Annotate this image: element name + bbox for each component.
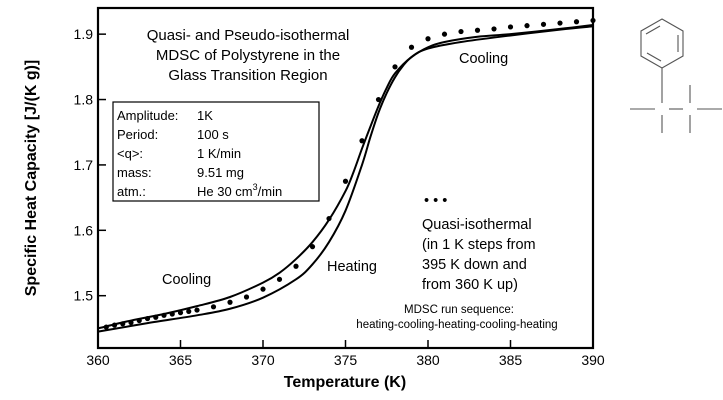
param-atm-suffix: /min <box>258 184 283 199</box>
quasi-isothermal-point <box>425 36 431 42</box>
ring-double-bond-1 <box>645 25 661 35</box>
y-axis-title: Specific Heat Capacity [J/(K g)] <box>23 60 40 297</box>
y-axis-ticks: 1.5 1.6 1.7 1.8 1.9 <box>74 26 106 304</box>
y-tick-label: 1.5 <box>74 288 94 304</box>
y-tick-label: 1.7 <box>74 157 94 173</box>
quasi-isothermal-point <box>408 44 415 50</box>
chart-title-line-1: Quasi- and Pseudo-isothermal <box>147 27 350 44</box>
benzene-ring-icon <box>640 18 684 69</box>
x-tick-label: 380 <box>416 352 440 368</box>
quasi-isothermal-point <box>186 308 192 314</box>
y-tick-label: 1.9 <box>74 26 94 42</box>
quasi-isothermal-point <box>210 304 217 310</box>
quasi-isothermal-point <box>161 312 167 318</box>
quasi-isothermal-point <box>276 276 283 282</box>
quasi-isothermal-point <box>169 311 175 317</box>
polystyrene-structure-icon <box>630 18 722 133</box>
param-label-rate: <q>: <box>117 146 143 161</box>
chart-title-line-2: MDSC of Polystyrene in the <box>156 47 340 64</box>
param-label-amplitude: Amplitude: <box>117 108 178 123</box>
parameter-box <box>112 101 320 202</box>
param-label-period: Period: <box>117 127 158 142</box>
quasi-isothermal-point <box>540 21 547 27</box>
quasi-isothermal-point <box>375 96 382 103</box>
label-quasi-line-1: Quasi-isothermal <box>422 217 532 233</box>
quasi-isothermal-point <box>153 314 159 320</box>
y-tick-label: 1.8 <box>74 92 94 108</box>
quasi-isothermal-point <box>260 286 266 292</box>
chart-title-line-3: Glass Transition Region <box>168 67 327 84</box>
quasi-isothermal-point <box>590 17 596 24</box>
quasi-isothermal-point <box>392 64 398 70</box>
x-axis-title: Temperature (K) <box>284 374 406 391</box>
quasi-isothermal-point <box>474 27 481 33</box>
param-label-mass: mass: <box>117 165 152 180</box>
x-tick-label: 385 <box>499 352 523 368</box>
quasi-isothermal-point <box>359 138 365 144</box>
x-tick-label: 390 <box>581 352 605 368</box>
label-run-line-2: heating-cooling-heating-cooling-heating <box>356 319 557 331</box>
quasi-isothermal-point <box>309 244 316 250</box>
quasi-isothermal-point <box>342 178 349 184</box>
quasi-isothermal-point <box>128 319 134 326</box>
mdsc-curve-1 <box>97 25 594 330</box>
quasi-isothermal-point <box>177 310 184 316</box>
x-tick-label: 365 <box>169 352 193 368</box>
quasi-isothermal-point <box>507 24 514 30</box>
ring-double-bond-3 <box>646 52 662 62</box>
label-run-line-1: MDSC run sequence: <box>404 304 514 316</box>
param-value-period: 100 s <box>197 127 229 142</box>
label-dots-marker: • • • <box>424 193 447 209</box>
quasi-isothermal-point <box>136 317 142 324</box>
quasi-isothermal-point <box>103 324 109 330</box>
series-layer <box>97 17 596 333</box>
param-value-amplitude: 1K <box>197 108 213 123</box>
label-quasi-line-2: (in 1 K steps from <box>422 237 536 253</box>
quasi-isothermal-point <box>326 215 332 222</box>
label-cooling-top: Cooling <box>459 51 508 67</box>
y-tick-label: 1.6 <box>74 222 94 238</box>
quasi-isothermal-point <box>227 299 233 305</box>
x-tick-label: 375 <box>334 352 358 368</box>
quasi-isothermal-point <box>573 19 580 25</box>
quasi-isothermal-point <box>458 28 464 35</box>
quasi-isothermal-point <box>293 263 299 269</box>
param-value-atm: He 30 cm3/min <box>197 182 282 199</box>
quasi-isothermal-point <box>557 20 563 26</box>
param-label-atm: atm.: <box>117 184 146 199</box>
label-heating: Heating <box>327 259 377 275</box>
quasi-isothermal-point <box>144 315 151 322</box>
quasi-isothermal-point <box>194 307 200 313</box>
quasi-isothermal-point <box>243 294 250 300</box>
x-tick-label: 370 <box>251 352 275 368</box>
param-atm-superscript: 3 <box>253 182 258 192</box>
label-quasi-line-3: 395 K down and <box>422 257 527 273</box>
quasi-isothermal-point <box>111 322 118 328</box>
label-cooling-bottom: Cooling <box>162 272 211 288</box>
x-tick-label: 360 <box>86 352 110 368</box>
param-value-rate: 1 K/min <box>197 146 241 161</box>
quasi-isothermal-point <box>120 321 126 327</box>
quasi-isothermal-point <box>491 26 497 32</box>
label-quasi-line-4: from 360 K up) <box>422 277 518 293</box>
param-value-mass: 9.51 mg <box>197 165 244 180</box>
quasi-isothermal-point <box>524 23 530 29</box>
quasi-isothermal-point <box>441 31 448 37</box>
mdsc-curve-2 <box>97 24 594 333</box>
x-axis-ticks: 360 365 370 375 380 385 390 <box>86 340 605 368</box>
param-atm-main: He 30 cm <box>197 184 253 199</box>
